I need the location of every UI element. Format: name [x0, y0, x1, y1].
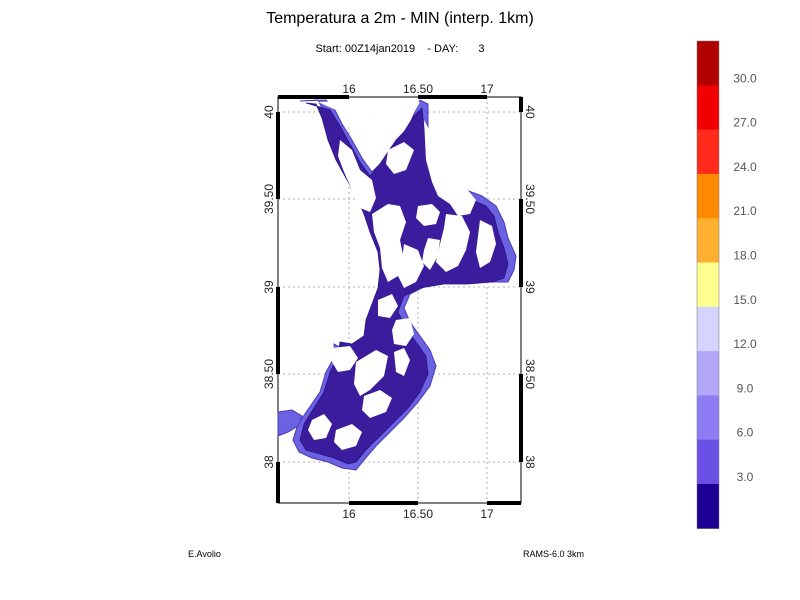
- map-title: Temperatura a 2m - MIN (interp. 1km): [266, 10, 534, 27]
- colorbar-label: 24.0: [733, 160, 757, 174]
- lat-right-label-3: 39: [523, 280, 537, 294]
- colorbar-swatch: [697, 218, 719, 264]
- map-subtitle: Start: 00Z14jan2019 - DAY: 3: [0, 43, 800, 55]
- colorbar-label: 18.0: [733, 249, 757, 263]
- colorbar-swatch: [697, 439, 719, 485]
- colorbar-frame: [696, 40, 720, 529]
- day-label: - DAY:: [427, 43, 459, 55]
- lon-top-label-1: 16: [342, 82, 356, 96]
- lon-bottom-label-1: 16: [342, 507, 356, 521]
- lat-right-label-2: 39.50: [523, 184, 537, 214]
- colorbar-label: 3.0: [737, 470, 754, 484]
- model-credit: RAMS-6.0 3km: [523, 549, 585, 559]
- colorbar-swatch: [697, 173, 719, 219]
- colorbar-swatch: [697, 395, 719, 441]
- start-value: 00Z14jan2019: [344, 43, 416, 55]
- lat-left-label-5: 38: [262, 455, 276, 469]
- author-credit: E.Avolio: [188, 549, 221, 559]
- lat-right-label-4: 38.50: [523, 359, 537, 389]
- sicily-tip: [277, 409, 303, 437]
- lat-left-label-4: 38.50: [262, 359, 276, 389]
- colorbar-label: 30.0: [733, 71, 757, 85]
- colorbar-label: 9.0: [737, 381, 754, 395]
- lat-right-label-5: 38: [523, 455, 537, 469]
- lon-bottom-label-2: 16.50: [403, 507, 433, 521]
- colorbar-swatch: [697, 129, 719, 175]
- lat-right-label-1: 40: [523, 105, 537, 119]
- colorbar-swatch: [697, 351, 719, 396]
- warm-patches: [308, 100, 496, 450]
- map-panel: 16 16.50 17 16 16.50 17 40 39.50 39 38.5…: [262, 82, 537, 521]
- lat-left-label-1: 40: [262, 105, 276, 119]
- colorbar-label: 27.0: [733, 116, 757, 130]
- lon-bottom-label-3: 17: [480, 507, 494, 521]
- colorbar-label: 12.0: [733, 337, 757, 351]
- colorbar: 30.0 27.0 24.0 21.0 18.0 15.0 12.0 9.0 6.0 3.0: [696, 40, 757, 529]
- colorbar-swatch: [697, 85, 719, 131]
- lat-left-label-2: 39.50: [262, 184, 276, 214]
- colorbar-swatch: [697, 41, 719, 86]
- frame-ticks: [276, 95, 523, 505]
- colorbar-swatch: [697, 306, 719, 352]
- colorbar-swatch: [697, 484, 719, 529]
- day-value: 3: [478, 43, 485, 55]
- lon-top-label-2: 16.50: [403, 82, 433, 96]
- colorbar-swatch: [697, 262, 719, 308]
- colorbar-label: 15.0: [733, 293, 757, 307]
- lat-left-label-3: 39: [262, 280, 276, 294]
- lon-top-label-3: 17: [480, 82, 494, 96]
- colorbar-label: 6.0: [737, 426, 754, 440]
- colorbar-label: 21.0: [733, 204, 757, 218]
- start-label: Start:: [315, 43, 342, 55]
